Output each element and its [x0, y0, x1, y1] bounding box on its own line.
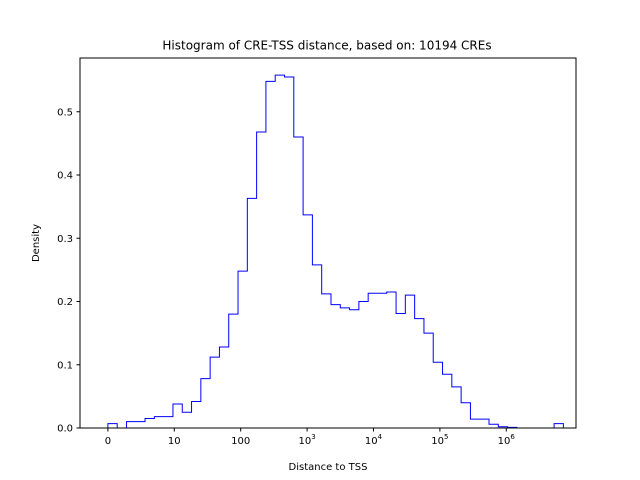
y-tick-label: 0.0 [57, 424, 73, 435]
x-tick-label: 103 [298, 433, 315, 447]
plot-area [107, 74, 564, 429]
y-tick-label: 0.3 [57, 234, 73, 245]
histogram-step-line [107, 74, 564, 429]
x-tick-label: 105 [431, 433, 448, 447]
x-axis-ticks: 0 10 100 103 104 105 106 [105, 428, 516, 447]
y-tick-label: 0.1 [57, 360, 73, 371]
x-tick-label: 0 [105, 436, 111, 447]
y-tick-label: 0.2 [57, 297, 73, 308]
plot-frame [79, 57, 577, 429]
x-tick-label: 104 [365, 433, 383, 447]
x-axis-label: Distance to TSS [289, 462, 368, 473]
x-tick-label: 10 [168, 436, 181, 447]
y-tick-label: 0.4 [57, 171, 73, 182]
y-tick-label: 0.5 [57, 107, 73, 118]
x-tick-label: 106 [498, 433, 516, 447]
chart-title: Histogram of CRE-TSS distance, based on:… [162, 39, 491, 53]
y-axis-label: Density [31, 224, 42, 262]
x-tick-label: 100 [231, 436, 250, 447]
y-axis-ticks: 0.0 0.1 0.2 0.3 0.4 0.5 [57, 107, 80, 435]
